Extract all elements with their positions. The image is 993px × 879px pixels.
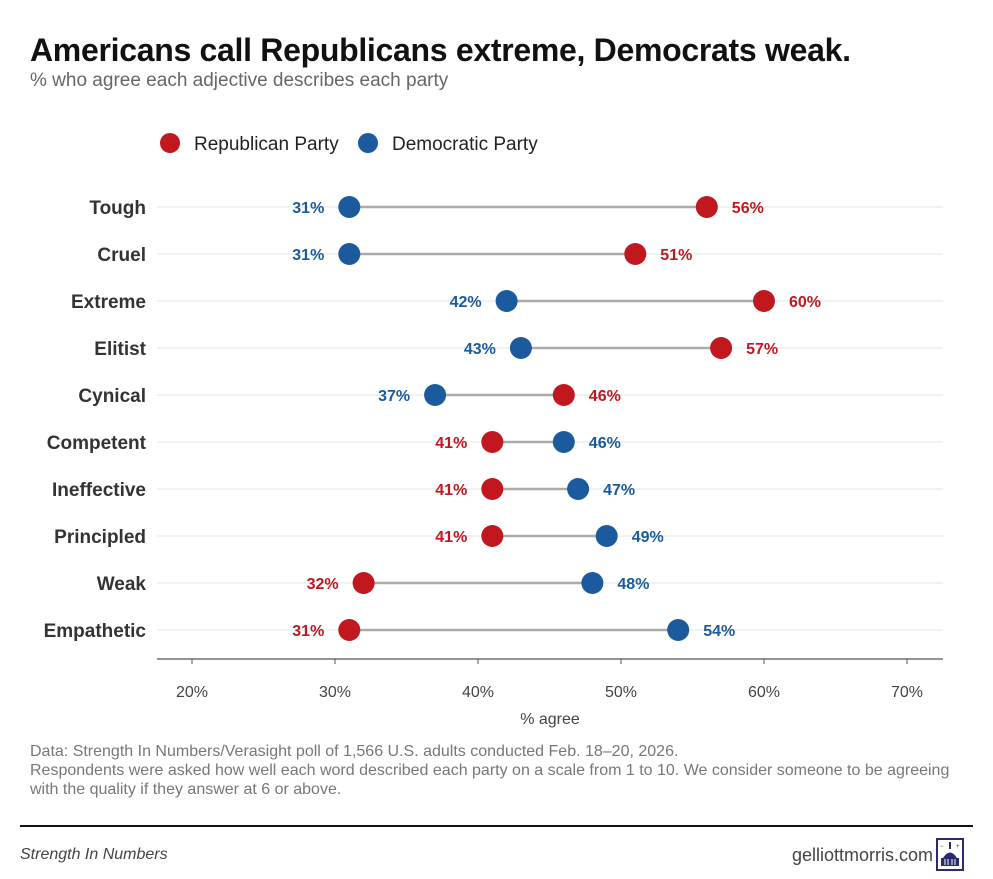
democratic-point bbox=[552, 431, 575, 453]
republican-value-label: 46% bbox=[589, 388, 621, 405]
republican-point bbox=[352, 572, 375, 594]
democratic-point bbox=[581, 572, 604, 594]
republican-point bbox=[481, 431, 504, 453]
republican-value-label: 41% bbox=[435, 529, 467, 546]
democratic-point bbox=[595, 525, 618, 547]
democratic-point bbox=[338, 196, 361, 218]
republican-point bbox=[552, 384, 575, 406]
x-tick-label: 50% bbox=[605, 684, 637, 701]
category-label: Tough bbox=[89, 198, 146, 219]
republican-point bbox=[338, 619, 361, 641]
democratic-point bbox=[495, 290, 518, 312]
democratic-value-label: 47% bbox=[603, 482, 635, 499]
republican-value-label: 31% bbox=[292, 623, 324, 640]
democratic-value-label: 43% bbox=[464, 341, 496, 358]
republican-point bbox=[710, 337, 733, 359]
category-label: Competent bbox=[47, 433, 147, 454]
republican-value-label: 32% bbox=[307, 576, 339, 593]
x-tick-label: 60% bbox=[748, 684, 780, 701]
republican-value-label: 41% bbox=[435, 435, 467, 452]
category-label: Empathetic bbox=[44, 621, 147, 642]
footnote-data: Data: Strength In Numbers/Verasight poll… bbox=[30, 743, 679, 760]
democratic-value-label: 46% bbox=[589, 435, 621, 452]
capitol-logo-icon: − + bbox=[936, 838, 964, 871]
republican-point bbox=[695, 196, 718, 218]
svg-text:−: − bbox=[940, 844, 944, 850]
footer-divider bbox=[20, 825, 973, 827]
footnotes: Data: Strength In Numbers/Verasight poll… bbox=[30, 742, 970, 799]
x-axis-title: % agree bbox=[520, 711, 580, 728]
democratic-value-label: 42% bbox=[450, 294, 482, 311]
republican-value-label: 57% bbox=[746, 341, 778, 358]
democratic-point bbox=[509, 337, 532, 359]
republican-point bbox=[753, 290, 775, 312]
republican-point bbox=[481, 478, 504, 500]
category-label: Weak bbox=[97, 574, 147, 595]
democratic-point bbox=[338, 243, 361, 265]
democratic-value-label: 48% bbox=[617, 576, 649, 593]
category-label: Extreme bbox=[71, 292, 146, 313]
democratic-value-label: 37% bbox=[378, 388, 410, 405]
democratic-value-label: 31% bbox=[292, 200, 324, 217]
footnote-method: Respondents were asked how well each wor… bbox=[30, 762, 950, 798]
dumbbell-chart: Republican Party Democratic Party Tough 56%… bbox=[44, 133, 943, 728]
x-tick-label: 70% bbox=[891, 684, 923, 701]
category-label: Elitist bbox=[94, 339, 146, 360]
democratic-point bbox=[424, 384, 447, 406]
legend-marker-democratic bbox=[358, 133, 378, 153]
category-label: Cruel bbox=[97, 245, 146, 266]
svg-text:+: + bbox=[956, 844, 960, 850]
legend-label-republican: Republican Party bbox=[194, 134, 339, 155]
democratic-value-label: 54% bbox=[703, 623, 735, 640]
legend-label-democratic: Democratic Party bbox=[392, 134, 538, 155]
democratic-value-label: 31% bbox=[292, 247, 324, 264]
republican-value-label: 41% bbox=[435, 482, 467, 499]
footer-source: Strength In Numbers bbox=[20, 846, 168, 863]
republican-value-label: 51% bbox=[660, 247, 692, 264]
category-label: Cynical bbox=[78, 386, 146, 407]
category-label: Ineffective bbox=[52, 480, 146, 501]
republican-point bbox=[481, 525, 504, 547]
democratic-value-label: 49% bbox=[632, 529, 664, 546]
category-label: Principled bbox=[54, 527, 146, 548]
democratic-point bbox=[667, 619, 690, 641]
footer-site: gelliottmorris.com bbox=[791, 845, 933, 865]
x-tick-label: 30% bbox=[319, 684, 351, 701]
x-tick-label: 40% bbox=[462, 684, 494, 701]
republican-value-label: 56% bbox=[732, 200, 764, 217]
x-tick-label: 20% bbox=[176, 684, 208, 701]
republican-point bbox=[624, 243, 647, 265]
chart-title: Americans call Republicans extreme, Demo… bbox=[30, 32, 851, 68]
republican-value-label: 60% bbox=[789, 294, 821, 311]
chart-subtitle: % who agree each adjective describes eac… bbox=[30, 70, 449, 91]
legend-marker-republican bbox=[160, 133, 180, 153]
democratic-point bbox=[567, 478, 590, 500]
